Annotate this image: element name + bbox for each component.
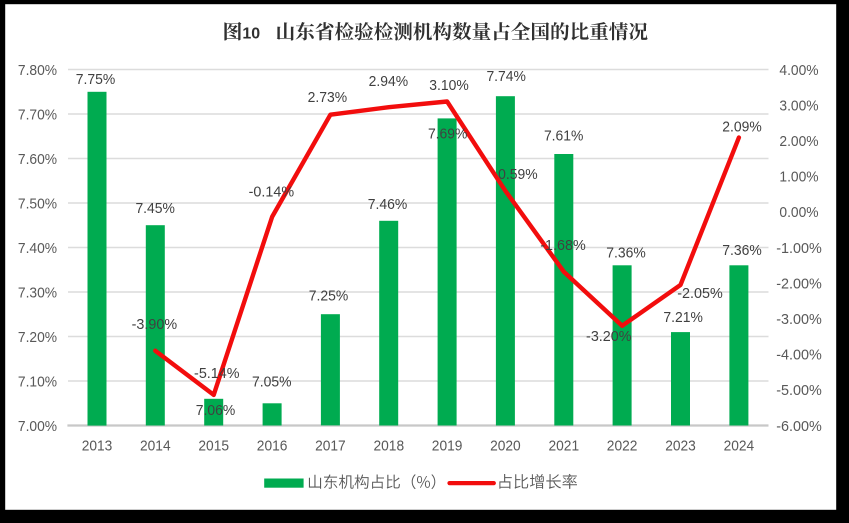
svg-text:7.50%: 7.50%	[18, 196, 57, 212]
svg-text:2013: 2013	[82, 437, 113, 454]
svg-text:7.40%: 7.40%	[18, 241, 57, 257]
svg-text:0.59%: 0.59%	[498, 167, 538, 183]
svg-text:-1.68%: -1.68%	[540, 238, 586, 254]
svg-text:7.69%: 7.69%	[428, 126, 468, 142]
svg-text:2016: 2016	[257, 437, 288, 454]
svg-text:2020: 2020	[490, 437, 521, 454]
svg-text:2021: 2021	[549, 437, 580, 454]
svg-text:1.00%: 1.00%	[779, 170, 818, 186]
svg-text:-1.00%: -1.00%	[776, 241, 822, 257]
svg-text:7.10%: 7.10%	[18, 374, 57, 390]
svg-text:3.10%: 3.10%	[429, 78, 469, 94]
svg-text:2.73%: 2.73%	[308, 90, 348, 106]
svg-text:-4.00%: -4.00%	[776, 348, 822, 364]
svg-text:2023: 2023	[665, 437, 696, 454]
svg-text:7.21%: 7.21%	[663, 310, 703, 326]
svg-text:7.30%: 7.30%	[18, 285, 57, 301]
svg-text:0.00%: 0.00%	[779, 205, 818, 221]
svg-text:2024: 2024	[724, 437, 755, 454]
svg-text:-5.00%: -5.00%	[776, 383, 822, 399]
svg-text:2.09%: 2.09%	[722, 120, 762, 136]
svg-text:-2.00%: -2.00%	[776, 276, 822, 292]
svg-text:2017: 2017	[315, 437, 346, 454]
svg-text:2.00%: 2.00%	[779, 134, 818, 150]
svg-text:10: 10	[242, 26, 260, 43]
svg-text:3.00%: 3.00%	[779, 98, 818, 114]
svg-text:2018: 2018	[374, 437, 405, 454]
svg-text:4.00%: 4.00%	[779, 63, 818, 79]
svg-text:2015: 2015	[198, 437, 229, 454]
svg-text:-3.20%: -3.20%	[586, 329, 632, 345]
svg-text:2.94%: 2.94%	[369, 74, 409, 90]
svg-text:7.61%: 7.61%	[544, 128, 584, 144]
svg-text:-2.05%: -2.05%	[677, 286, 723, 302]
svg-text:7.25%: 7.25%	[309, 288, 349, 304]
svg-text:7.05%: 7.05%	[252, 375, 292, 391]
svg-text:2019: 2019	[432, 437, 463, 454]
svg-text:-0.14%: -0.14%	[249, 185, 295, 201]
svg-text:-3.00%: -3.00%	[776, 312, 822, 328]
svg-text:-3.90%: -3.90%	[132, 317, 178, 333]
svg-text:7.74%: 7.74%	[486, 69, 526, 85]
svg-text:-5.14%: -5.14%	[194, 366, 240, 382]
svg-text:7.36%: 7.36%	[606, 245, 646, 261]
svg-text:7.70%: 7.70%	[18, 107, 57, 123]
svg-text:7.46%: 7.46%	[368, 197, 408, 213]
svg-text:-6.00%: -6.00%	[776, 419, 822, 435]
svg-text:7.00%: 7.00%	[18, 419, 57, 435]
svg-text:7.80%: 7.80%	[18, 63, 57, 79]
svg-text:7.45%: 7.45%	[135, 201, 175, 217]
svg-text:7.06%: 7.06%	[196, 403, 236, 419]
svg-text:7.20%: 7.20%	[18, 330, 57, 346]
svg-text:7.60%: 7.60%	[18, 152, 57, 168]
svg-text:2014: 2014	[140, 437, 171, 454]
svg-text:7.36%: 7.36%	[722, 243, 762, 259]
svg-text:2022: 2022	[607, 437, 638, 454]
svg-text:7.75%: 7.75%	[76, 72, 116, 88]
